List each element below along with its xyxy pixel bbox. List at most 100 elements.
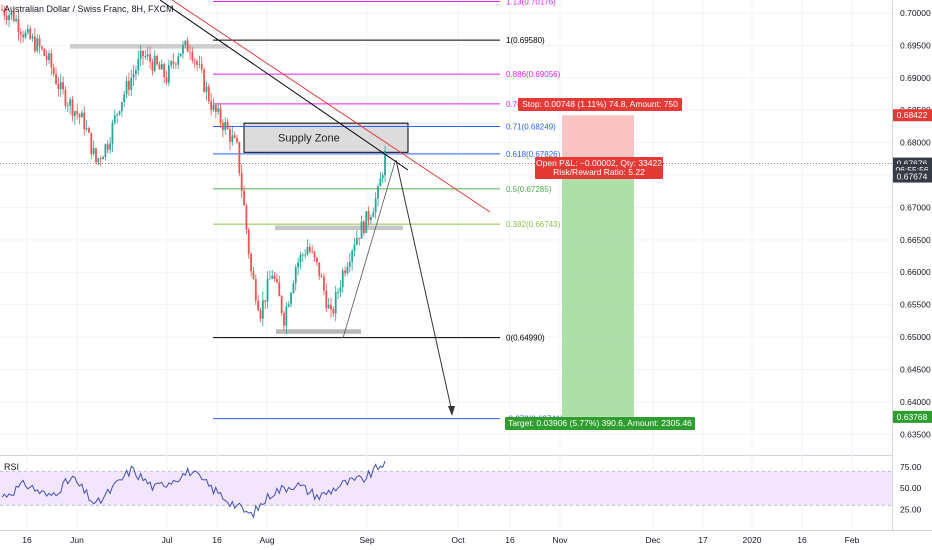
- rsi-title: RSI: [4, 462, 19, 472]
- candle-body: [71, 99, 74, 116]
- price-tag-bg: [893, 109, 932, 122]
- candle-body: [24, 32, 27, 38]
- price-tick-label: 0.66500: [900, 235, 931, 245]
- candle-body: [243, 190, 245, 206]
- candle-body: [377, 186, 379, 199]
- candle-body: [367, 211, 370, 221]
- candle-body: [151, 61, 154, 72]
- candle-body: [297, 262, 299, 268]
- candle-body: [229, 128, 231, 142]
- candle-body: [374, 198, 377, 213]
- price-tag-label: 0.63768: [897, 412, 928, 422]
- candle-body: [64, 89, 67, 106]
- bottom-support-zone: [276, 329, 361, 334]
- candle-body: [351, 250, 354, 262]
- candle-body: [135, 70, 137, 74]
- candle-body: [38, 38, 41, 47]
- candle-body: [320, 276, 323, 278]
- candle-body: [261, 300, 264, 319]
- candle-body: [217, 108, 220, 112]
- candle-body: [62, 82, 64, 90]
- candle-body: [348, 261, 351, 267]
- candle-body: [360, 221, 363, 239]
- candle-body: [85, 128, 88, 130]
- candle-body: [31, 36, 34, 39]
- candle-body: [254, 279, 257, 301]
- candle-body: [130, 77, 133, 90]
- candle-body: [259, 310, 262, 319]
- projection-arrow-line: [395, 159, 453, 413]
- candle-body: [43, 49, 46, 56]
- pnl-label: Risk/Reward Ratio: 5.22: [553, 167, 645, 177]
- rsi-band: [0, 471, 892, 506]
- candle-body: [10, 12, 13, 16]
- candle-body: [341, 270, 344, 288]
- price-tick-label: 0.68000: [900, 138, 931, 148]
- candle-body: [189, 51, 191, 53]
- zones-layer: Supply Zone: [70, 44, 409, 334]
- candle-body: [353, 244, 356, 251]
- candle-body: [132, 73, 135, 78]
- candle-body: [299, 254, 302, 263]
- candle-body: [269, 278, 271, 280]
- candle-body: [76, 111, 79, 115]
- fib-level-label: 0.382(0.66743): [506, 220, 561, 229]
- rsi-tick-label: 50.00: [900, 483, 922, 493]
- time-tick-label: 2020: [743, 535, 762, 545]
- candle-body: [34, 36, 36, 52]
- trendline-black: [159, 0, 409, 171]
- candle-body: [381, 175, 384, 179]
- trendlines-layer: [159, 0, 491, 416]
- price-axis[interactable]: 0.700000.695000.690000.685000.680000.675…: [893, 8, 932, 439]
- candle-body: [280, 296, 283, 314]
- candle-body: [198, 64, 201, 66]
- candle-body: [207, 86, 210, 102]
- trendline-red: [171, 0, 491, 213]
- candle-body: [5, 15, 8, 20]
- candle-body: [285, 306, 288, 326]
- candle-body: [17, 18, 20, 33]
- candle-body: [118, 111, 121, 115]
- candle-body: [97, 158, 100, 163]
- candle-body: [372, 212, 375, 217]
- candle-body: [182, 44, 184, 54]
- candle-body: [384, 150, 386, 176]
- fib-level-label: 0.71(0.68249): [506, 122, 556, 131]
- fib-level-label: 0.5(0.67285): [506, 185, 552, 194]
- candle-body: [59, 82, 62, 90]
- rising-wedge-line: [342, 161, 396, 339]
- price-tick-label: 0.65500: [900, 300, 931, 310]
- supply-zone: [243, 122, 409, 153]
- candle-body: [193, 60, 196, 62]
- candle-body: [57, 83, 60, 90]
- candle-body: [153, 55, 156, 72]
- rsi-axis[interactable]: 75.00 50.00 25.00: [900, 462, 922, 515]
- candle-body: [125, 80, 128, 95]
- time-tick-label: Oct: [451, 535, 465, 545]
- candle-body: [212, 104, 215, 110]
- fib-level-label: 1(0.69580): [506, 36, 545, 45]
- candle-body: [250, 254, 252, 271]
- mid-support-zone: [275, 225, 403, 231]
- candle-body: [128, 80, 130, 90]
- time-axis[interactable]: 16 Jun Jul 16 Aug Sep Oct 16 Nov Dec 17 2020 16 Feb: [22, 535, 859, 545]
- candle-body: [149, 54, 151, 62]
- candle-body: [175, 63, 177, 65]
- candle-body: [104, 144, 107, 157]
- candle-body: [358, 237, 361, 239]
- candle-body: [90, 132, 93, 155]
- candle-body: [88, 128, 90, 133]
- price-pane-grid: [0, 0, 932, 531]
- supply-zone-label: Supply Zone: [278, 133, 340, 145]
- candle-body: [294, 267, 297, 284]
- candle-body: [167, 65, 170, 83]
- candle-body: [316, 257, 318, 263]
- price-tag-label: 0.67676: [897, 159, 928, 169]
- price-tag-label: 0.67674: [897, 172, 928, 182]
- candle-body: [337, 291, 339, 293]
- candle-body: [327, 304, 330, 309]
- candle-body: [22, 34, 25, 38]
- candle-body: [245, 205, 248, 230]
- candle-body: [363, 221, 365, 234]
